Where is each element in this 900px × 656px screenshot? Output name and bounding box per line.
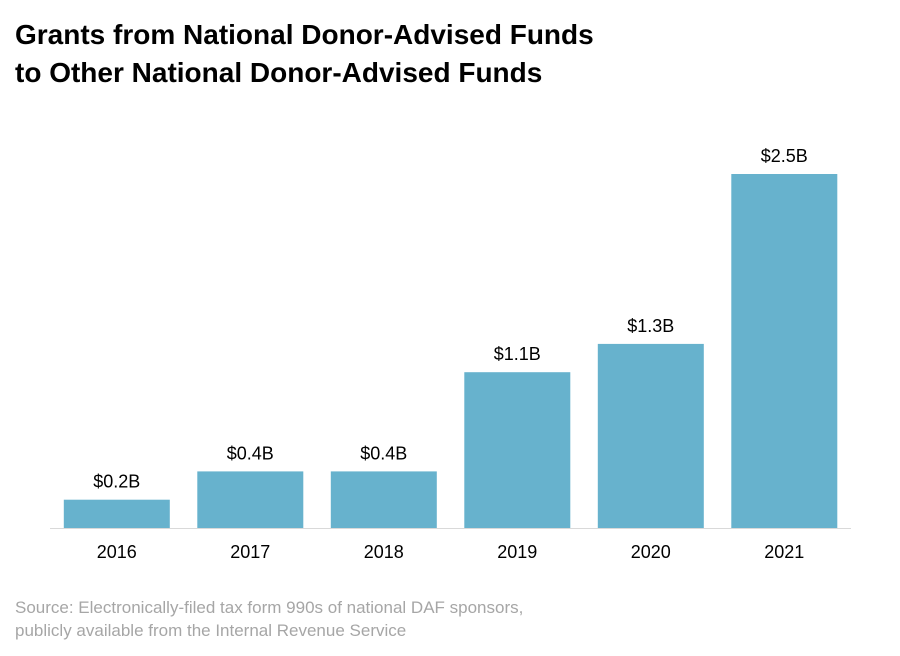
bar-2018 [330, 471, 437, 528]
x-tick-label-2017: 2017 [230, 542, 270, 562]
chart-title: Grants from National Donor-Advised Funds… [15, 16, 594, 92]
source-line-1: Source: Electronically-filed tax form 99… [15, 598, 524, 617]
chart-title-line-1: Grants from National Donor-Advised Funds [15, 19, 594, 50]
bar-group [63, 174, 838, 528]
data-label-2016: $0.2B [93, 472, 140, 492]
data-label-2019: $1.1B [494, 344, 541, 364]
bar-2017 [197, 471, 304, 528]
source-note: Source: Electronically-filed tax form 99… [15, 596, 523, 642]
data-label-2020: $1.3B [627, 316, 674, 336]
x-tick-label-2020: 2020 [631, 542, 671, 562]
bar-2021 [731, 174, 838, 528]
bar-2016 [63, 499, 170, 528]
source-line-2: publicly available from the Internal Rev… [15, 621, 407, 640]
x-tick-label-2019: 2019 [497, 542, 537, 562]
data-label-2017: $0.4B [227, 443, 274, 463]
bar-2019 [464, 372, 571, 528]
bar-2020 [597, 343, 704, 528]
x-tick-label-2016: 2016 [97, 542, 137, 562]
data-label-2021: $2.5B [761, 146, 808, 166]
data-label-2018: $0.4B [360, 443, 407, 463]
x-tick-label-2021: 2021 [764, 542, 804, 562]
x-tick-label-group: 2016 2017 2018 2019 2020 2021 [97, 542, 805, 562]
data-label-group: $0.2B $0.4B $0.4B $1.1B $1.3B $2.5B [93, 146, 808, 492]
x-tick-label-2018: 2018 [364, 542, 404, 562]
chart-title-line-2: to Other National Donor-Advised Funds [15, 57, 543, 88]
